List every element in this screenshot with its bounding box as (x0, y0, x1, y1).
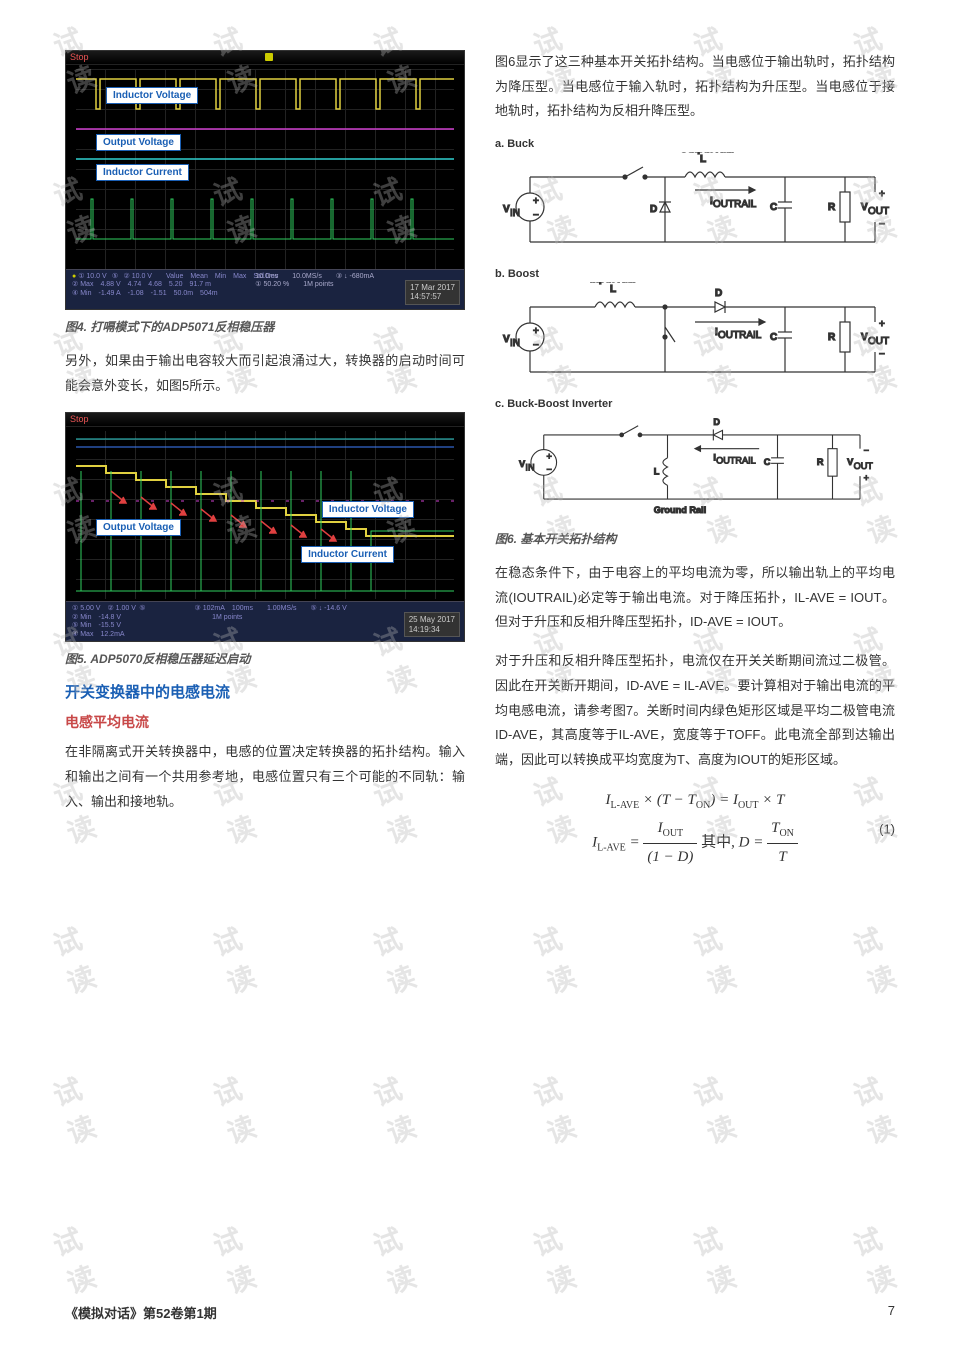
footer-page-number: 7 (888, 1303, 895, 1322)
svg-text:C: C (764, 457, 771, 467)
scope1-label-inductor-voltage: Inductor Voltage (106, 87, 198, 104)
svg-text:−: − (879, 219, 885, 230)
scope1-label-output-voltage: Output Voltage (96, 134, 181, 151)
svg-text:V: V (861, 202, 868, 213)
circuit-a-buck: a. Buck + − VIN (495, 138, 895, 262)
para-steady-state: 在稳态条件下，由于电容上的平均电流为零，所以输出轨上的平均电流(IOUTRAIL… (495, 561, 895, 635)
scope2-label-output-voltage: Output Voltage (96, 519, 181, 536)
equation-1: IL-AVE × (T − TON) = IOUT × T IL-AVE = I… (495, 787, 895, 871)
svg-text:−: − (533, 210, 539, 221)
para-startup: 另外，如果由于输出电容较大而引起浪涌过大，转换器的启动时间可能会意外变长，如图5… (65, 349, 465, 398)
heading-inductor-current: 开关变换器中的电感电流 (65, 681, 465, 702)
page-content: Stop I (0, 0, 960, 911)
circuit-b-boost: b. Boost + − VIN L Input Rail (495, 268, 895, 392)
svg-text:OUT: OUT (868, 206, 889, 217)
svg-text:−: − (547, 465, 552, 475)
para-topology: 在非隔离式开关转换器中，电感的位置决定转换器的拓扑结构。输入和输出之间有一个共用… (65, 740, 465, 814)
svg-text:Input Rail: Input Rail (590, 282, 636, 285)
svg-text:L: L (700, 154, 706, 165)
scope2-timestamp: 25 May 2017 14:19:34 (404, 612, 460, 637)
figure-4-scope: Stop I (65, 50, 465, 310)
scope1-timestamp: 17 Mar 2017 14:57:57 (405, 280, 460, 305)
svg-text:OUT: OUT (854, 461, 874, 471)
svg-text:R: R (828, 202, 836, 213)
figure-4-caption: 图4. 打嗝模式下的ADP5071反相稳压器 (65, 318, 465, 335)
figure-6-caption: 图6. 基本开关拓扑结构 (495, 530, 895, 547)
svg-text:C: C (770, 202, 777, 213)
right-column: 图6显示了这三种基本开关拓扑结构。当电感位于输出轨时，拓扑结构为降压型。当电感位… (495, 50, 895, 881)
svg-text:Output Rail: Output Rail (680, 152, 734, 155)
svg-text:L: L (654, 466, 660, 476)
svg-text:+: + (533, 196, 539, 207)
figure-5-caption: 图5. ADP5070反相稳压器延迟启动 (65, 650, 465, 667)
svg-text:V: V (861, 332, 868, 343)
svg-text:D: D (713, 417, 720, 427)
footer-journal: 《模拟对话》第52卷第1期 (65, 1303, 217, 1322)
svg-text:OUTRAIL: OUTRAIL (718, 330, 762, 341)
svg-text:+: + (533, 326, 539, 337)
svg-text:+: + (879, 319, 885, 330)
svg-text:OUTRAIL: OUTRAIL (713, 199, 757, 210)
svg-text:IN: IN (510, 338, 520, 349)
svg-text:C: C (770, 332, 777, 343)
page-footer: 《模拟对话》第52卷第1期 7 (65, 1303, 895, 1322)
svg-text:V: V (503, 334, 510, 345)
figure-5-scope: Stop (65, 412, 465, 642)
scope1-stop: Stop (70, 52, 89, 62)
circuit-c-buckboost: c. Buck-Boost Inverter + − VIN (495, 398, 895, 522)
svg-text:R: R (828, 332, 836, 343)
svg-text:−: − (879, 349, 885, 360)
scope2-label-inductor-current: Inductor Current (301, 546, 394, 563)
svg-text:V: V (503, 204, 510, 215)
equation-number: (1) (879, 817, 895, 840)
svg-text:OUT: OUT (868, 336, 889, 347)
svg-text:D: D (650, 204, 657, 215)
left-column: Stop I (65, 50, 465, 881)
scope2-label-inductor-voltage: Inductor Voltage (322, 501, 414, 518)
para-diode-current: 对于升压和反相升降压型拓扑，电流仅在开关关断期间流过二极管。因此在开关断开期间，… (495, 649, 895, 772)
svg-text:IN: IN (525, 463, 534, 473)
para-fig6-intro: 图6显示了这三种基本开关拓扑结构。当电感位于输出轨时，拓扑结构为降压型。当电感位… (495, 50, 895, 124)
svg-text:OUTRAIL: OUTRAIL (716, 455, 756, 465)
svg-text:IN: IN (510, 208, 520, 219)
svg-text:Ground Rail: Ground Rail (654, 505, 706, 515)
svg-text:L: L (610, 284, 616, 295)
heading-average-current: 电感平均电流 (65, 712, 465, 732)
scope2-stop: Stop (70, 414, 89, 424)
svg-text:D: D (715, 288, 722, 299)
scope2-info-bar: ① 5.00 V ② 1.00 V ⑤ ③ 102mA 100ms 1.00MS… (66, 601, 464, 641)
svg-text:−: − (533, 340, 539, 351)
svg-text:+: + (864, 473, 869, 483)
scope1-info-bar: ● ① 10.0 V ⑤ ② 10.0 V Value Mean Min Max… (66, 269, 464, 309)
svg-text:−: − (864, 445, 869, 455)
scope1-label-inductor-current: Inductor Current (96, 164, 189, 181)
svg-text:+: + (879, 189, 885, 200)
svg-text:R: R (817, 457, 824, 467)
svg-text:+: + (547, 452, 552, 462)
